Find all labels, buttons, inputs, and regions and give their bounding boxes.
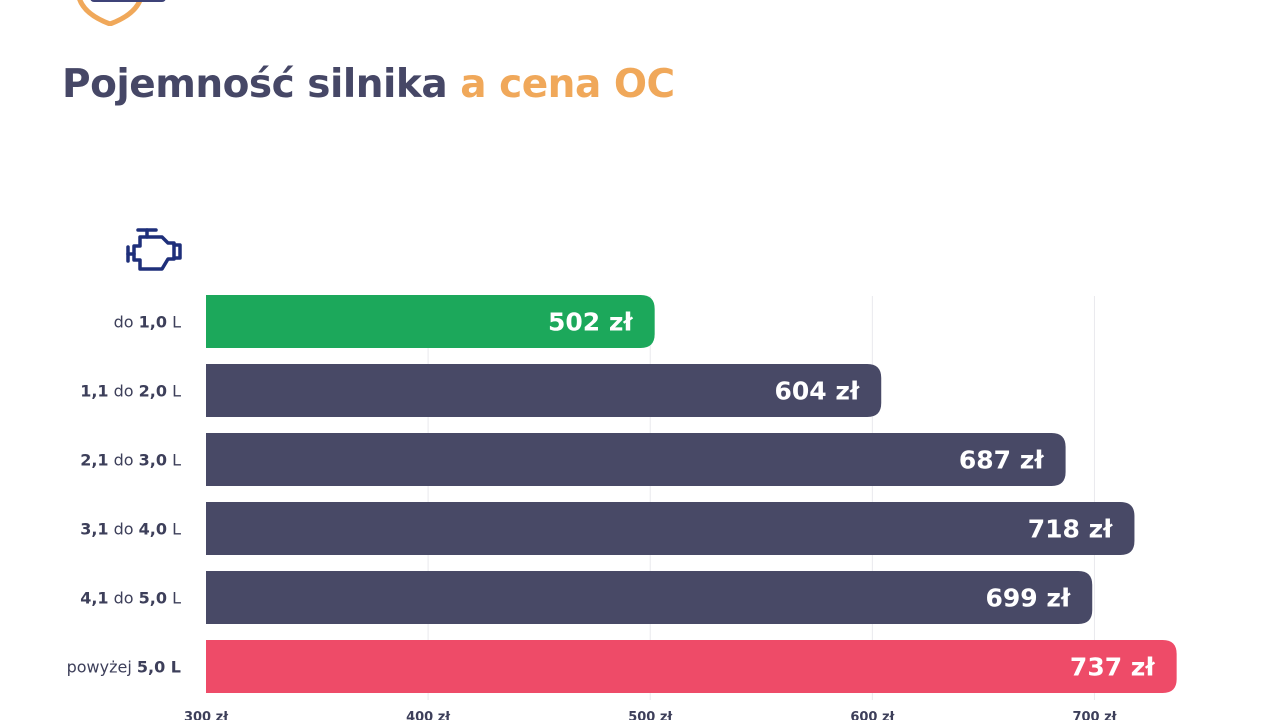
x-tick-label: 600 zł	[850, 710, 895, 720]
engine-icon	[126, 228, 182, 271]
shield-car-logo-icon	[77, 0, 166, 26]
x-tick-label: 400 zł	[406, 710, 451, 720]
category-label-part: 5,0 L	[137, 658, 181, 677]
category-label-part: 4,0	[139, 520, 167, 539]
category-label-part: 1,1	[80, 382, 108, 401]
category-label-part: do	[109, 382, 139, 401]
category-label-part: 3,1	[80, 520, 108, 539]
category-label-part: L	[167, 520, 181, 539]
title-accent: a cena OC	[460, 62, 675, 107]
category-label-part: do	[109, 451, 139, 470]
category-label-part: do	[114, 313, 139, 332]
bar	[206, 640, 1177, 693]
bar	[206, 502, 1135, 555]
category-label: 2,1 do 3,0 L	[80, 451, 181, 470]
bar-value-label: 502 zł	[548, 308, 633, 337]
category-label: do 1,0 L	[114, 313, 181, 332]
category-label: 3,1 do 4,0 L	[80, 520, 181, 539]
category-label: 4,1 do 5,0 L	[80, 589, 181, 608]
bar-value-label: 687 zł	[959, 446, 1044, 475]
category-label: powyżej 5,0 L	[67, 658, 181, 677]
bar-value-label: 699 zł	[986, 584, 1071, 613]
bar	[206, 433, 1066, 486]
x-tick-label: 700 zł	[1072, 710, 1117, 720]
bar	[206, 364, 882, 417]
category-label-part: 4,1	[80, 589, 108, 608]
bar-value-label: 737 zł	[1070, 653, 1155, 682]
category-label-part: L	[167, 313, 181, 332]
title-main: Pojemność silnika	[62, 62, 448, 107]
category-label-part: 2,0	[139, 382, 167, 401]
bar-value-label: 718 zł	[1028, 515, 1113, 544]
category-label-part: 1,0	[139, 313, 167, 332]
x-tick-label: 500 zł	[628, 710, 673, 720]
category-label-part: 5,0	[139, 589, 167, 608]
category-label-part: 2,1	[80, 451, 108, 470]
category-label-part: powyżej	[67, 658, 137, 677]
category-label-part: do	[109, 589, 139, 608]
category-label-part: L	[167, 451, 181, 470]
category-label-part: 3,0	[139, 451, 167, 470]
category-label-part: do	[109, 520, 139, 539]
bar	[206, 295, 655, 348]
category-label-part: L	[167, 382, 181, 401]
category-label: 1,1 do 2,0 L	[80, 382, 181, 401]
page-title: Pojemność silnika a cena OC	[62, 62, 675, 107]
bar	[206, 571, 1093, 624]
category-label-part: L	[167, 589, 181, 608]
x-tick-label: 300 zł	[184, 710, 229, 720]
bar-value-label: 604 zł	[775, 377, 860, 406]
